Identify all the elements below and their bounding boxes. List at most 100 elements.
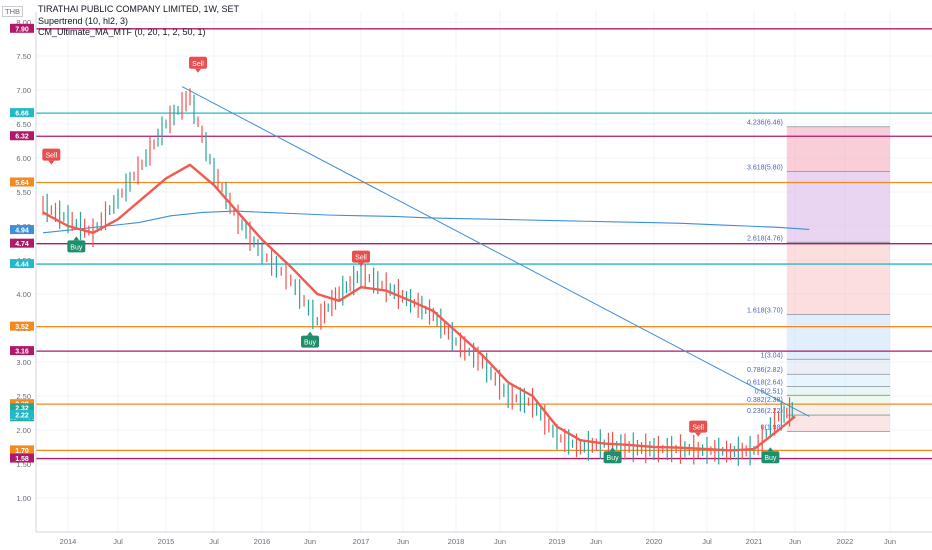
- x-tick-label: 2016: [254, 537, 271, 546]
- signal-label: Buy: [607, 455, 620, 462]
- y-tick-label: 7.00: [16, 86, 31, 95]
- x-tick-label: Jun: [590, 537, 602, 546]
- y-tick-label: 1.50: [16, 460, 31, 469]
- signal-marker: Sell: [689, 420, 708, 437]
- axis-badge-label: 1.58: [15, 456, 29, 463]
- axes: 1.001.502.002.503.003.504.004.505.005.50…: [9, 12, 932, 546]
- signal-label: Sell: [45, 153, 57, 160]
- axis-badge-label: 2.22: [15, 413, 29, 420]
- signal-marker: Buy: [761, 447, 780, 464]
- signal-pointer: [48, 160, 55, 165]
- y-tick-label: 2.00: [16, 426, 31, 435]
- fib-zone: [786, 359, 890, 375]
- horizontal-levels: [36, 28, 932, 460]
- y-tick-label: 1.00: [16, 494, 31, 503]
- fib-level-label: 0.5(2.51): [755, 388, 783, 395]
- signal-marker: Buy: [67, 236, 86, 253]
- x-tick-label: Jun: [304, 537, 316, 546]
- y-tick-label: 3.00: [16, 358, 31, 367]
- fib-zone: [786, 415, 890, 432]
- signal-label: Buy: [304, 340, 317, 347]
- y-tick-label: 6.00: [16, 154, 31, 163]
- y-tick-label: 4.00: [16, 290, 31, 299]
- axis-badge-label: 2.32: [15, 406, 29, 413]
- fib-zone: [786, 171, 890, 243]
- fib-level-label: 1.618(3.70): [747, 307, 783, 314]
- fibonacci-extension: 4.236(6.46) 3.618(5.80) 2.618(4.76) 1.618(3…: [747, 120, 890, 432]
- x-tick-label: 2019: [549, 537, 566, 546]
- signal-label: Sell: [355, 255, 367, 262]
- fib-level-label: 0(1.98): [761, 424, 783, 431]
- trendline: [181, 86, 810, 417]
- x-tick-label: Jul: [113, 537, 123, 546]
- axis-badge: [10, 23, 34, 33]
- x-tick-label: 2017: [353, 537, 370, 546]
- fib-level-label: 0.236(2.22): [747, 408, 783, 415]
- axis-badge: [10, 410, 34, 420]
- axis-badge: [10, 238, 34, 248]
- long-ma-line: [42, 210, 810, 234]
- signal-pointer: [695, 432, 702, 437]
- signal-pointer: [767, 447, 774, 452]
- fib-zone: [786, 395, 890, 405]
- signal-marker: Sell: [352, 250, 370, 267]
- x-tick-label: 2014: [60, 537, 77, 546]
- signal-label: Sell: [192, 61, 204, 68]
- signal-pointer: [195, 68, 201, 73]
- axis-badge-label: 3.52: [15, 324, 29, 331]
- axis-badge-label: 6.32: [15, 134, 29, 141]
- signal-label: Buy: [764, 455, 777, 462]
- axis-badge: [10, 225, 34, 235]
- x-tick-label: 2015: [158, 537, 175, 546]
- fib-zone: [786, 126, 890, 172]
- axis-badge: [10, 108, 34, 118]
- x-tick-label: Jul: [209, 537, 219, 546]
- axis-badge-label: 4.74: [15, 241, 29, 248]
- y-tick-label: 7.50: [16, 52, 31, 61]
- signal-marker: Buy: [603, 447, 622, 464]
- ma-line: [42, 163, 796, 452]
- axis-badge-label: 1.70: [15, 448, 29, 455]
- signal-pointer: [73, 236, 80, 241]
- y-tick-label: 6.50: [16, 120, 31, 129]
- axis-badge-label: 4.94: [15, 228, 29, 235]
- signal-label: Buy: [70, 244, 83, 251]
- x-tick-label: Jun: [884, 537, 896, 546]
- fib-zone: [786, 314, 890, 360]
- signal-box: [603, 451, 622, 464]
- legend-title[interactable]: TIRATHAI PUBLIC COMPANY LIMITED, 1W, SET: [38, 4, 240, 14]
- y-tick-label: 2.50: [16, 392, 31, 401]
- currency-label[interactable]: THB: [2, 6, 23, 17]
- price-series: [42, 86, 810, 466]
- signals: Sell Buy Sell Buy Sell Buy Sell Buy: [42, 56, 780, 464]
- signal-box: [352, 250, 370, 263]
- signal-pointer: [609, 447, 616, 452]
- axis-badge: [10, 453, 34, 463]
- x-tick-label: Jun: [789, 537, 801, 546]
- y-tick-label: 5.50: [16, 188, 31, 197]
- axis-badge-label: 5.64: [15, 180, 29, 187]
- axis-badge-label: 6.66: [15, 111, 29, 118]
- y-tick-label: 8.00: [16, 18, 31, 27]
- axis-badge: [10, 259, 34, 269]
- fib-zone: [786, 386, 890, 396]
- axis-badge-label: 3.16: [15, 349, 29, 356]
- fib-level-label: 0.382(2.38): [747, 397, 783, 404]
- axis-badge: [10, 177, 34, 187]
- x-tick-label: 2020: [646, 537, 663, 546]
- fib-level-label: 2.618(4.76): [747, 235, 783, 242]
- signal-marker: Sell: [42, 148, 61, 165]
- fib-level-label: 0.786(2.82): [747, 367, 783, 374]
- grid: [36, 12, 932, 532]
- axis-badge: [10, 321, 34, 331]
- signal-label: Sell: [692, 425, 704, 432]
- x-tick-label: 2018: [448, 537, 465, 546]
- signal-pointer: [307, 331, 313, 336]
- x-tick-label: Jul: [702, 537, 712, 546]
- legend-ma[interactable]: CM_Ultimate_MA_MTF (0, 20, 1, 2, 50, 1): [38, 27, 206, 37]
- fib-level-label: 1(3.04): [761, 352, 783, 359]
- axis-badge-label: 7.90: [15, 26, 29, 33]
- legend-supertrend[interactable]: Supertrend (10, hl2, 3): [38, 15, 129, 26]
- fib-level-label: 3.618(5.80): [747, 165, 783, 172]
